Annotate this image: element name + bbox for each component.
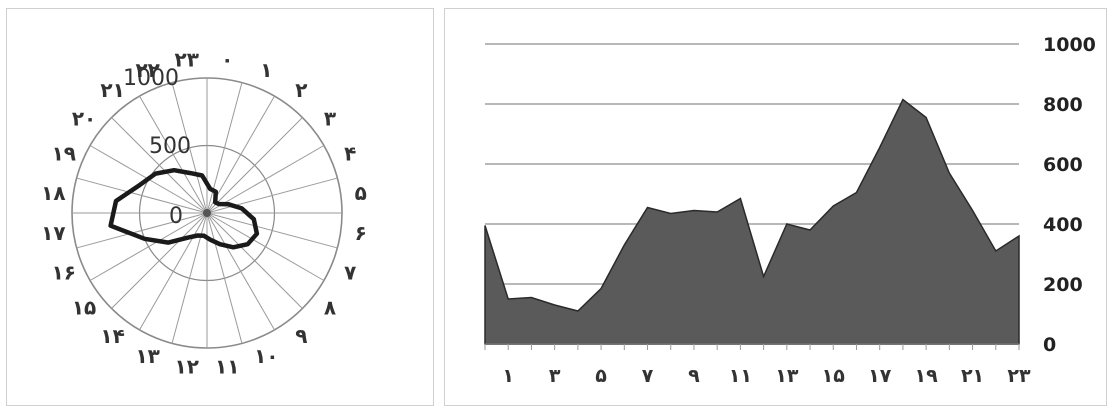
radar-radial-tick: 0 (169, 204, 183, 229)
x-tick-label: ۱۹ (915, 365, 939, 387)
radar-spoke (206, 212, 303, 309)
y-tick-label: 800 (1043, 94, 1083, 116)
y-tick-label: 1000 (1043, 34, 1096, 56)
radar-category-label: ۱۳ (135, 344, 159, 368)
radar-category-label: ۱۶ (52, 260, 76, 284)
radar-category-label: ۱۹ (52, 142, 76, 166)
radar-category-label: ۲ (295, 78, 307, 102)
radar-spoke (171, 82, 208, 214)
radar-spoke (111, 117, 208, 214)
radar-spoke (206, 212, 338, 249)
radar-category-label: ۱۸ (41, 181, 65, 205)
radar-category-label: ۲۱ (100, 78, 124, 102)
radar-category-label: ۸ (324, 295, 336, 319)
radar-category-label: ۷ (344, 260, 356, 284)
radar-spoke (76, 212, 208, 249)
radar-spoke (206, 95, 275, 214)
radar-spoke (206, 117, 303, 214)
radar-spoke (111, 212, 208, 309)
y-tick-label: 200 (1043, 274, 1083, 296)
radar-spoke (139, 212, 208, 331)
radar-category-label: ۱۵ (72, 295, 96, 319)
radar-spoke (206, 212, 275, 331)
radar-category-label: ۰ (221, 47, 233, 71)
radar-spoke (139, 95, 208, 214)
radar-chart-panel: ۰ ۱ ۲ ۳ ۴ ۵ ۶ ۷ ۸ ۹ ۱۰ ۱۱ ۱۲ ۱۳ ۱۴ ۱۵ ۱۶ ۱۷ ۱۸ ۱۹ ۲۰ ۲۱ ۲۲ ۲۳ 0 5… (6, 8, 434, 406)
x-tick-label: ۵ (595, 365, 607, 387)
area-chart-panel: 0 200 400 600 800 1000 ۱ ۳ ۵ ۷ ۹ ۱۱ ۱۳ ۱۵ ۱۷ ۱۹ ۲۱ ۲۳ (444, 8, 1107, 406)
radar-category-label: ۶ (355, 221, 367, 245)
radar-spoke (206, 212, 325, 281)
radar-category-label: ۵ (355, 181, 367, 205)
x-tick-label: ۲۳ (1007, 365, 1031, 387)
x-tick-label: ۷ (642, 365, 654, 387)
radar-spoke (89, 212, 208, 281)
radar-category-label: ۲۲ (135, 58, 159, 82)
radar-center (203, 209, 211, 217)
x-tick-label: ۳ (549, 365, 561, 387)
radar-spoke (76, 177, 208, 214)
radar-category-label: ۲۳ (175, 47, 199, 71)
radar-spoke (206, 82, 243, 214)
radar-category-label: ۳ (324, 107, 336, 131)
y-tick-label: 600 (1043, 154, 1083, 176)
x-tick-label: ۱۷ (868, 365, 892, 387)
x-tick-label: ۱ (502, 365, 514, 387)
radar-radial-tick: 500 (149, 134, 191, 159)
area-series (484, 98, 1020, 345)
radar-category-label: ۱۷ (41, 221, 65, 245)
radar-category-label: ۱۴ (100, 324, 124, 348)
y-tick-label: 400 (1043, 214, 1083, 236)
radar-category-label: ۱ (260, 58, 272, 82)
radar-category-label: ۱۰ (254, 344, 278, 368)
radar-spoke (171, 212, 208, 344)
radar-spoke (206, 177, 338, 214)
radar-category-label: ۲۰ (72, 107, 96, 131)
radar-category-label: ۴ (344, 142, 356, 166)
x-tick-label: ۱۵ (822, 365, 846, 387)
x-tick-label: ۱۳ (775, 365, 799, 387)
radar-spoke (206, 212, 243, 344)
x-tick-label: ۲۱ (961, 365, 984, 387)
radar-category-label: ۹ (295, 324, 307, 348)
radar-spoke (206, 145, 325, 214)
x-tick-label: ۱۱ (729, 365, 752, 387)
x-tick-label: ۹ (688, 365, 700, 387)
y-tick-label: 0 (1043, 334, 1056, 356)
radar-radial-tick: 1000 (123, 66, 179, 91)
radar-category-label: ۱۱ (215, 355, 239, 379)
radar-category-label: ۱۲ (175, 355, 199, 379)
radar-series-line (108, 167, 260, 250)
